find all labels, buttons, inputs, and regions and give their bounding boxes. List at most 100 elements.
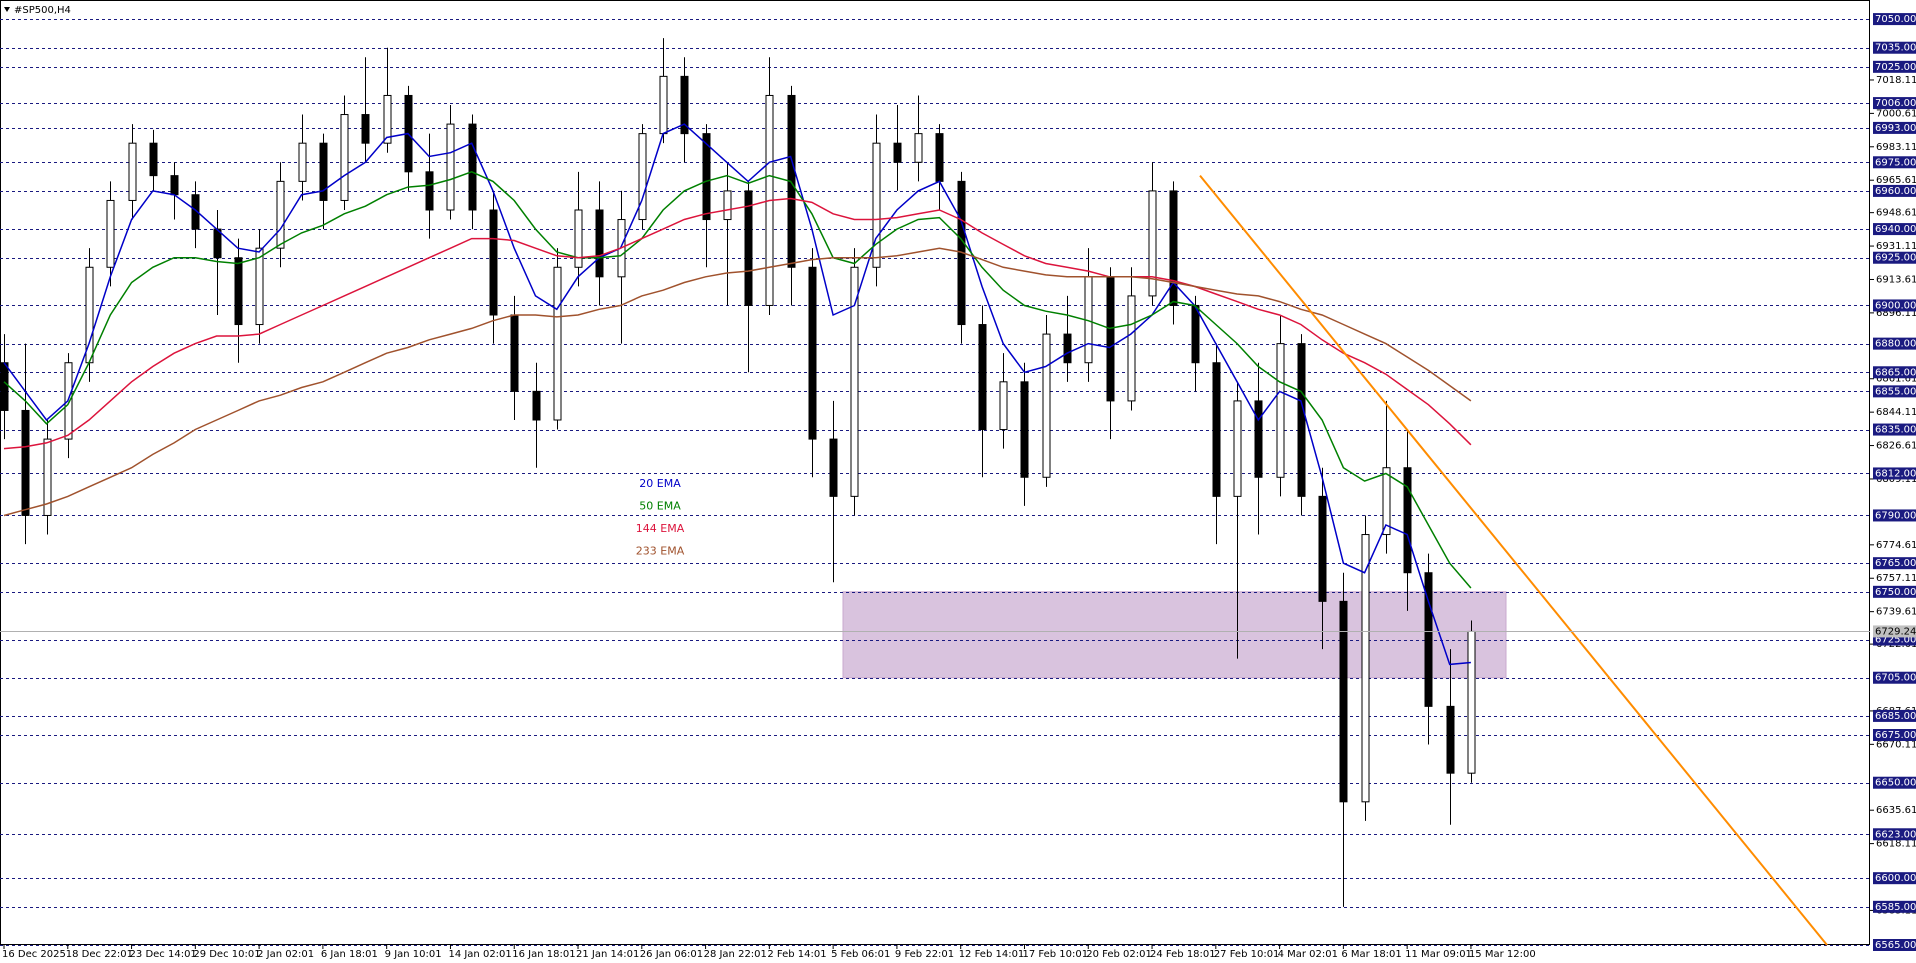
current-price-label: 6729.24 [1875,626,1916,637]
y-tick-label: 6844.11 [1876,407,1916,418]
level-label-bg [1873,299,1916,312]
candle-body [319,142,328,201]
level-label-bg [1873,366,1916,379]
y-tick-label: 6913.61 [1876,274,1916,285]
level-label-bg [1873,729,1916,741]
level-label: 7025.00 [1875,62,1916,73]
candle-body [1297,343,1306,497]
y-tick-label: 6861.61 [1876,374,1916,385]
level-label-bg [1873,467,1916,480]
y-tick-label: 6826.61 [1876,441,1916,452]
candle-body [999,381,1008,431]
level-label: 6675.00 [1875,730,1916,741]
candle-body [383,94,392,144]
trend-line [1199,175,1828,946]
candle-body [1233,400,1242,497]
candle-body [1063,333,1072,364]
x-tick-label: 4 Mar 02:01 [1278,949,1338,960]
level-label: 6812.00 [1875,468,1916,479]
candle-body [914,133,923,163]
candle-body [1424,572,1433,707]
level-label: 6685.00 [1875,711,1916,722]
candle-body [468,123,477,211]
x-tick-label: 20 Feb 02:01 [1086,949,1152,960]
level-label-bg [1873,671,1916,684]
candle-body [723,190,732,221]
x-tick-label: 29 Dec 10:01 [193,949,260,960]
y-tick-label: 6618.11 [1876,839,1916,850]
candle-body [702,133,711,221]
x-tick-label: 9 Feb 22:01 [895,949,954,960]
x-tick-label: 6 Mar 18:01 [1341,949,1401,960]
candle-body [1106,276,1115,402]
candle-body [255,247,264,326]
candle-body [1467,630,1476,774]
level-label: 7006.00 [1875,98,1916,109]
candle-body [1169,190,1178,306]
candle-body [935,133,944,182]
legend-label: 20 EMA [639,477,681,490]
y-tick-label: 6965.61 [1876,175,1916,186]
candle-body [446,123,455,211]
menu-arrow [4,7,10,12]
candle-body [553,266,562,421]
legend-label: 233 EMA [636,545,685,558]
x-tick-label: 9 Jan 10:01 [385,949,442,960]
level-label: 7035.00 [1875,43,1916,54]
x-tick-label: 26 Jan 06:01 [640,949,703,960]
level-label-bg [1873,337,1916,350]
candle-body [595,209,604,278]
level-label: 6600.00 [1875,873,1916,884]
level-label-bg [1873,776,1916,789]
level-label: 6975.00 [1875,157,1916,168]
candle-body [340,114,349,201]
level-label: 7050.00 [1875,14,1916,25]
candle-body [1254,400,1263,478]
level-label-bg [1873,585,1916,598]
candle-body [808,266,817,440]
candle-body [978,324,987,431]
candle-body [1446,705,1455,774]
candle-body [1191,304,1200,364]
level-label: 6880.00 [1875,339,1916,350]
x-tick-label: 11 Mar 09:01 [1405,949,1472,960]
candle-body [298,142,307,182]
candle-body [1361,534,1370,803]
support-zone [842,591,1507,679]
x-tick-label: 6 Jan 18:01 [321,949,378,960]
level-label: 6565.00 [1875,940,1916,951]
candle-body [1276,343,1285,478]
level-label-bg [1873,41,1916,54]
y-tick-label: 6757.11 [1876,573,1916,584]
ema-line [3,170,1472,589]
candle-body [1403,467,1412,574]
level-label-bg [1873,872,1916,885]
candle-body [276,180,285,249]
level-label: 6835.00 [1875,425,1916,436]
candle-body [1382,467,1391,536]
ema-line [3,197,1472,450]
level-label: 6705.00 [1875,673,1916,684]
candle-body [850,266,859,497]
level-label-bg [1873,385,1916,398]
candle-body [191,194,200,230]
candle-body [872,142,881,268]
current-price-bg [1873,625,1916,638]
y-tick-label: 6635.61 [1876,805,1916,816]
candle-body [0,362,9,411]
candle-body [170,175,179,196]
level-label: 6960.00 [1875,186,1916,197]
level-label-bg [1873,251,1916,264]
candle-body [893,142,902,163]
level-label: 6585.00 [1875,902,1916,913]
ema-line [3,123,1471,666]
level-label-bg [1873,223,1916,236]
plot-frame [0,0,1870,945]
level-label-bg [1873,828,1916,841]
level-label-bg [1873,509,1916,522]
candle-body [21,409,30,516]
level-label: 6865.00 [1875,367,1916,378]
x-tick-label: 28 Jan 22:01 [704,949,767,960]
x-tick-label: 14 Jan 02:01 [448,949,511,960]
